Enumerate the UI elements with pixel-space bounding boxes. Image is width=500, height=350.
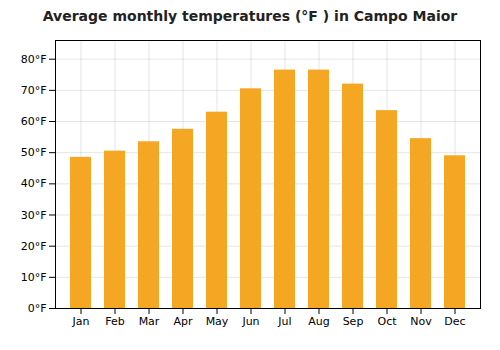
svg-text:70°F: 70°F bbox=[21, 84, 47, 97]
svg-text:20°F: 20°F bbox=[21, 240, 47, 253]
html-text:Average monthly temperatures (: Average monthly temperatures (°F ) in Ca… bbox=[42, 8, 458, 24]
svg-text:Jan: Jan bbox=[72, 315, 90, 328]
svg-text:Jun: Jun bbox=[241, 315, 259, 328]
svg-text:80°F: 80°F bbox=[21, 53, 47, 66]
svg-text:Oct: Oct bbox=[377, 315, 397, 328]
svg-text:60°F: 60°F bbox=[21, 115, 47, 128]
svg-text:Feb: Feb bbox=[105, 315, 124, 328]
svg-text:May: May bbox=[206, 315, 229, 328]
svg-text:Aug: Aug bbox=[308, 315, 329, 328]
svg-text:Sep: Sep bbox=[343, 315, 364, 328]
svg-text:Dec: Dec bbox=[444, 315, 465, 328]
svg-text:Jul: Jul bbox=[277, 315, 291, 328]
svg-text:10°F: 10°F bbox=[21, 271, 47, 284]
svg-text:Mar: Mar bbox=[139, 315, 160, 328]
svg-text:30°F: 30°F bbox=[21, 209, 47, 222]
svg-text:50°F: 50°F bbox=[21, 146, 47, 159]
svg-text:Nov: Nov bbox=[410, 315, 432, 328]
svg-text:Apr: Apr bbox=[173, 315, 193, 328]
svg-text:0°F: 0°F bbox=[28, 302, 47, 315]
svg-text:40°F: 40°F bbox=[21, 177, 47, 190]
